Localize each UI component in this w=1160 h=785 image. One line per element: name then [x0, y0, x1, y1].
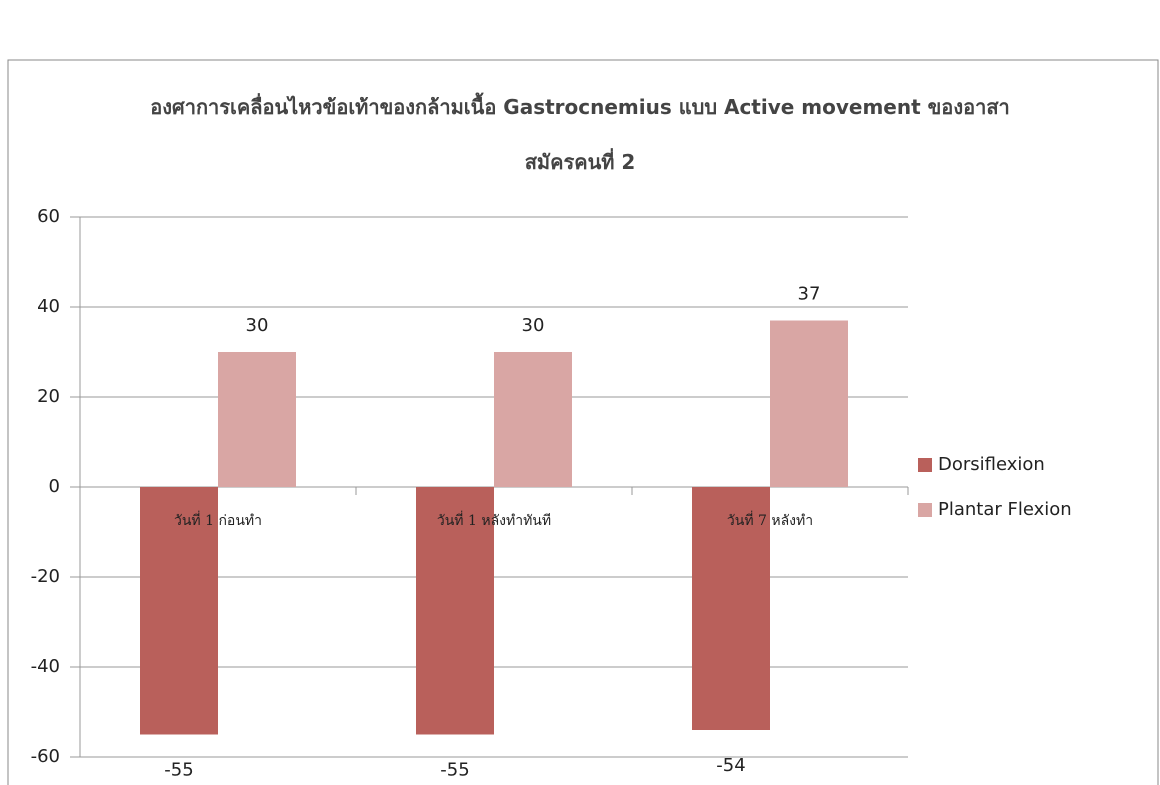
data-label: -55: [440, 760, 469, 781]
data-label: 30: [246, 315, 269, 336]
data-label: -55: [164, 760, 193, 781]
x-tick-label: วันที่ 1 หลังทำทันที: [437, 511, 551, 529]
legend-swatch: [918, 458, 932, 472]
y-tick-label: 60: [37, 206, 60, 227]
data-label: 30: [522, 315, 545, 336]
y-tick-label: 40: [37, 296, 60, 317]
y-tick-label: -20: [31, 566, 60, 587]
x-tick-label: วันที่ 7 หลังทำ: [727, 511, 813, 529]
bar: [218, 352, 296, 487]
bar: [140, 487, 218, 735]
y-tick-label: -60: [31, 746, 60, 767]
bar: [692, 487, 770, 730]
bar: [416, 487, 494, 735]
data-label: 37: [798, 284, 821, 305]
legend-swatch: [918, 503, 932, 517]
data-label: -54: [716, 755, 745, 776]
legend-label: Plantar Flexion: [938, 499, 1072, 520]
legend-label: Dorsiflexion: [938, 454, 1045, 475]
bar: [494, 352, 572, 487]
x-tick-label: วันที่ 1 ก่อนทำ: [174, 511, 262, 529]
chart-frame: [7, 59, 1159, 785]
bar: [770, 320, 848, 487]
y-tick-label: 0: [49, 476, 60, 497]
y-tick-label: -40: [31, 656, 60, 677]
y-tick-label: 20: [37, 386, 60, 407]
chart-title: องศาการเคลื่อนไหวข้อเท้าของกล้ามเนื้อ Ga…: [150, 95, 1010, 174]
